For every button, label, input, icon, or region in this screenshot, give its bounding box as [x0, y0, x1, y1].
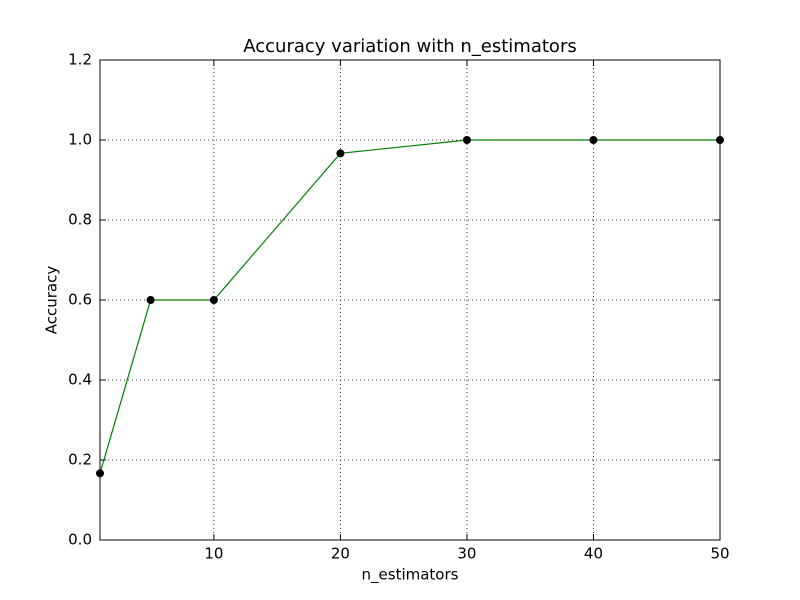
data-point [146, 296, 155, 304]
y-tick-label: 1.0 [68, 131, 92, 149]
x-tick-label: 30 [457, 545, 476, 563]
x-tick-label: 20 [331, 545, 350, 563]
y-tick-label: 1.2 [68, 51, 92, 69]
data-point [336, 149, 345, 158]
y-tick-label: 0.4 [68, 371, 92, 389]
x-tick-label: 50 [710, 545, 729, 563]
plot-frame [99, 59, 721, 541]
x-tick-label: 10 [204, 545, 223, 563]
y-tick-label: 0.6 [68, 291, 92, 309]
y-axis-label: Accuracy [43, 266, 61, 335]
data-point [462, 136, 471, 144]
y-tick-label: 0.0 [68, 531, 92, 549]
data-point [209, 296, 218, 304]
x-axis-label: n_estimators [362, 566, 459, 585]
y-tick-label: 0.2 [68, 451, 92, 469]
y-tick-label: 0.8 [68, 211, 92, 229]
chart-title: Accuracy variation with n_estimators [243, 36, 576, 57]
data-point [589, 136, 598, 144]
x-tick-label: 40 [584, 545, 603, 563]
